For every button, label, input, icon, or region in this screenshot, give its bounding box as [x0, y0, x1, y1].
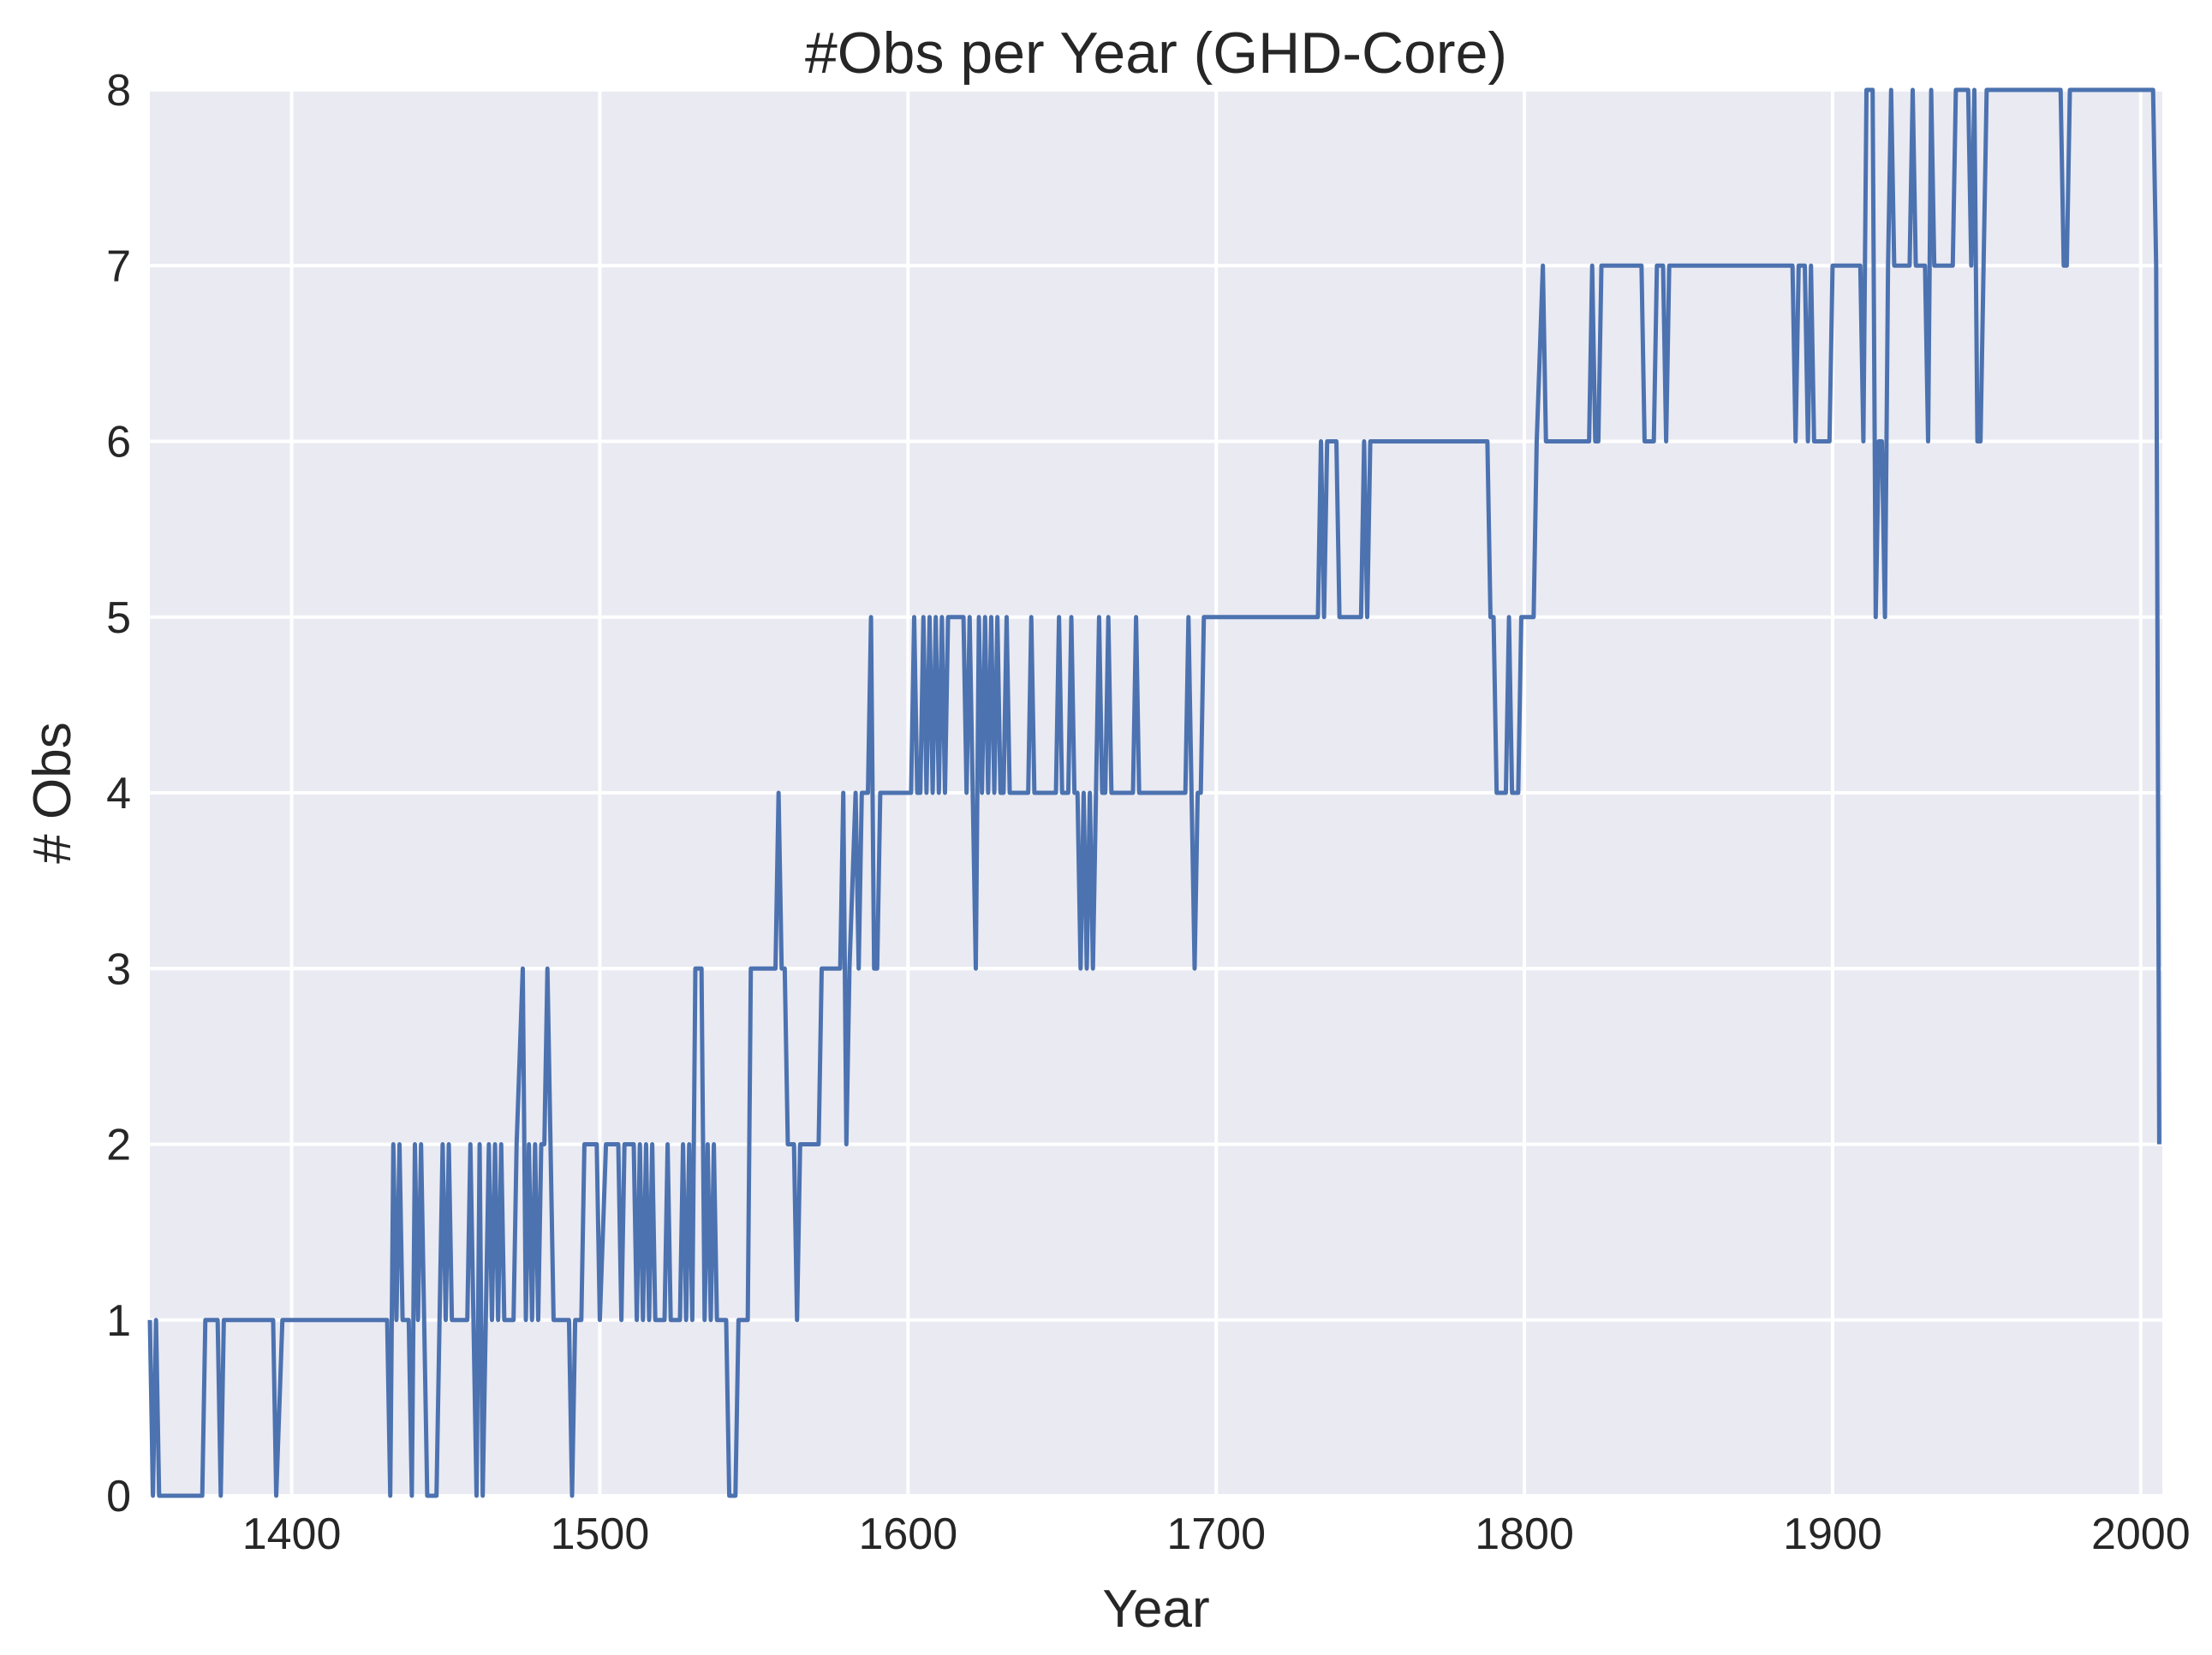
x-tick-label: 2000	[2091, 1509, 2191, 1559]
y-tick-label: 4	[106, 769, 131, 819]
series-layer	[147, 87, 2161, 1498]
y-tick-label: 5	[106, 593, 131, 643]
y-tick-label: 7	[106, 241, 131, 291]
y-tick-label: 2	[106, 1121, 131, 1170]
y-axis-label: # Obs	[23, 722, 82, 863]
x-tick-label: 1400	[242, 1509, 342, 1559]
chart-title: #Obs per Year (GHD-Core)	[805, 21, 1507, 86]
series-line	[147, 87, 2161, 1498]
x-tick-label: 1800	[1475, 1509, 1574, 1559]
x-axis-label: Year	[1102, 1580, 1209, 1639]
tick-labels: 1400 1500 1600 1700 1800 1900 2000 0 1 2 3 4 5 6 7 8	[106, 66, 2191, 1559]
y-tick-label: 8	[106, 66, 131, 116]
y-tick-label: 3	[106, 944, 131, 994]
x-tick-label: 1500	[551, 1509, 650, 1559]
x-tick-label: 1900	[1783, 1509, 1882, 1559]
x-tick-label: 1700	[1166, 1509, 1266, 1559]
x-tick-label: 1600	[858, 1509, 957, 1559]
y-tick-label: 1	[106, 1296, 131, 1346]
y-tick-label: 0	[106, 1472, 131, 1521]
y-tick-label: 6	[106, 418, 131, 467]
